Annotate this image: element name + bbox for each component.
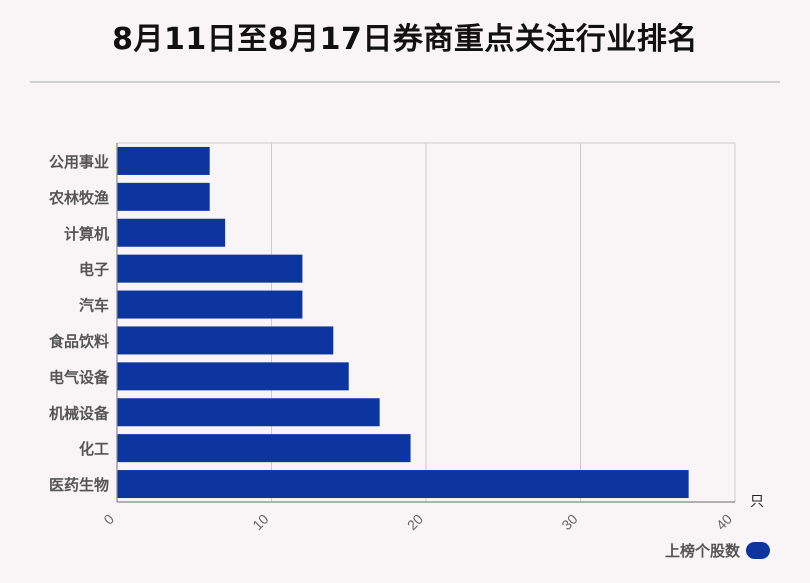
chart-title: 8月11日至8月17日券商重点关注行业排名 [112,22,698,57]
legend-swatch [746,542,770,559]
category-label-汽车: 汽车 [79,297,109,315]
category-label-计算机: 计算机 [64,225,109,243]
category-label-机械设备: 机械设备 [49,404,110,422]
x-unit-label: 只 [750,494,764,510]
category-label-电气设备: 电气设备 [49,368,110,386]
legend-label: 上榜个股数 [664,542,740,560]
bar-公用事业 [117,146,210,175]
x-tick-label-20: 20 [404,511,426,533]
bars [117,146,689,499]
bar-汽车 [117,290,303,319]
bar-电子 [117,254,303,283]
bar-食品饮料 [117,326,334,355]
x-tick-label-40: 40 [713,511,735,533]
x-tick-label-30: 30 [558,511,580,533]
category-label-医药生物: 医药生物 [49,476,109,494]
category-label-公用事业: 公用事业 [49,153,109,171]
bar-化工 [117,434,411,463]
bar-医药生物 [117,470,689,499]
legend: 上榜个股数 [665,540,770,561]
bar-机械设备 [117,398,380,427]
category-label-农林牧渔: 农林牧渔 [48,189,109,207]
category-label-食品饮料: 食品饮料 [49,332,109,350]
axes: 只 [116,143,764,510]
title-divider [30,81,780,83]
bar-电气设备 [117,362,349,391]
x-tick-labels: 0 10 20 30 40 [100,511,735,533]
bar-计算机 [117,218,226,247]
bar-农林牧渔 [117,182,210,211]
x-tick-label-0: 0 [100,511,117,528]
category-label-电子: 电子 [79,261,109,279]
category-label-化工: 化工 [79,440,109,458]
x-tick-label-10: 10 [249,511,271,533]
